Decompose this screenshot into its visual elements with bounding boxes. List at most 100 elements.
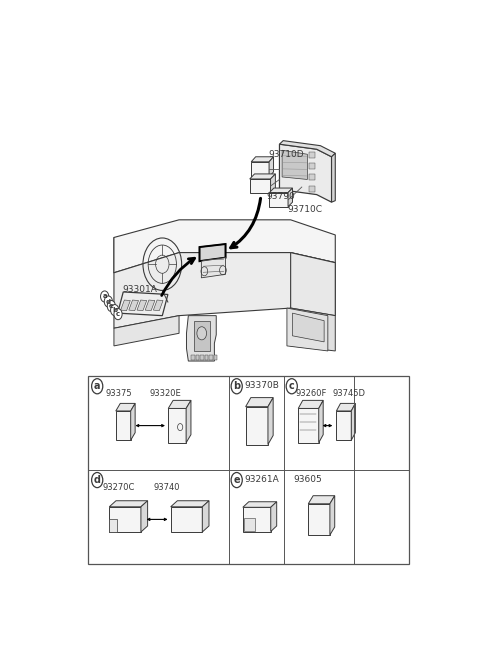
Polygon shape (251, 162, 269, 177)
Text: a: a (94, 381, 100, 391)
Bar (192, 356, 195, 360)
Polygon shape (116, 403, 135, 411)
Polygon shape (282, 150, 307, 179)
Polygon shape (129, 300, 139, 310)
Polygon shape (141, 500, 148, 532)
Text: 93260F: 93260F (296, 389, 327, 398)
Text: 93270C: 93270C (103, 483, 135, 492)
Polygon shape (351, 403, 355, 440)
Text: 93375: 93375 (106, 389, 132, 398)
Bar (309, 163, 315, 170)
Text: 93320E: 93320E (149, 389, 181, 398)
Polygon shape (298, 409, 319, 443)
Text: 93370B: 93370B (244, 381, 279, 390)
Polygon shape (114, 253, 335, 328)
Polygon shape (308, 504, 330, 535)
Bar (214, 356, 217, 360)
Circle shape (197, 327, 206, 340)
Polygon shape (269, 188, 292, 193)
Bar (194, 321, 210, 351)
Polygon shape (287, 308, 328, 351)
Text: 93710C: 93710C (288, 204, 323, 214)
Text: 93790: 93790 (266, 192, 295, 201)
Text: c: c (289, 381, 295, 391)
Polygon shape (171, 500, 209, 507)
Text: 93710D: 93710D (268, 150, 304, 159)
Text: 93740: 93740 (153, 483, 180, 492)
Polygon shape (246, 398, 273, 407)
Text: d: d (106, 299, 111, 305)
Polygon shape (137, 300, 147, 310)
Polygon shape (292, 313, 324, 342)
Circle shape (92, 379, 103, 394)
Polygon shape (186, 316, 216, 361)
Polygon shape (171, 507, 202, 532)
Polygon shape (269, 157, 274, 177)
Text: 93301A: 93301A (122, 286, 157, 295)
Bar (309, 152, 315, 159)
Text: e: e (109, 303, 114, 309)
Polygon shape (243, 502, 276, 507)
Polygon shape (288, 188, 292, 207)
Polygon shape (332, 153, 335, 202)
Circle shape (286, 379, 297, 394)
Polygon shape (250, 179, 271, 193)
Text: e: e (233, 475, 240, 485)
Polygon shape (308, 496, 335, 504)
Text: 93745D: 93745D (333, 389, 366, 398)
Polygon shape (202, 500, 209, 532)
Polygon shape (279, 144, 332, 202)
Circle shape (107, 301, 115, 312)
Polygon shape (114, 238, 179, 316)
Polygon shape (251, 157, 274, 162)
Text: b: b (112, 307, 117, 313)
Circle shape (114, 309, 122, 320)
Polygon shape (109, 500, 148, 507)
Bar (196, 356, 199, 360)
Circle shape (231, 379, 242, 394)
Text: c: c (116, 311, 120, 317)
Polygon shape (114, 220, 335, 272)
Polygon shape (298, 400, 323, 409)
Circle shape (110, 305, 119, 316)
Polygon shape (271, 174, 276, 193)
Polygon shape (246, 407, 268, 445)
Circle shape (104, 296, 112, 307)
Text: d: d (94, 475, 101, 485)
Text: 93261A: 93261A (244, 475, 279, 483)
Polygon shape (243, 507, 271, 531)
Bar (244, 518, 255, 531)
Circle shape (92, 472, 103, 487)
Polygon shape (145, 300, 155, 310)
Polygon shape (186, 400, 191, 443)
Polygon shape (268, 398, 273, 445)
Polygon shape (271, 502, 276, 531)
Polygon shape (330, 496, 335, 535)
Text: a: a (102, 293, 107, 299)
Polygon shape (279, 141, 335, 157)
Circle shape (231, 472, 242, 487)
Circle shape (100, 291, 109, 302)
Bar (309, 174, 315, 181)
Polygon shape (154, 300, 163, 310)
Bar (109, 519, 117, 532)
Text: b: b (233, 381, 240, 391)
Bar (200, 356, 204, 360)
Polygon shape (319, 400, 323, 443)
Polygon shape (168, 409, 186, 443)
Bar (309, 185, 315, 191)
Polygon shape (336, 403, 355, 411)
Polygon shape (116, 411, 131, 440)
Polygon shape (114, 316, 179, 346)
Polygon shape (250, 174, 276, 179)
Polygon shape (118, 292, 168, 316)
Bar (209, 356, 213, 360)
Polygon shape (269, 193, 288, 207)
Polygon shape (290, 253, 335, 316)
Polygon shape (290, 308, 335, 351)
Polygon shape (120, 300, 130, 310)
Polygon shape (168, 400, 191, 409)
Polygon shape (131, 403, 135, 440)
Bar (88, 376, 409, 564)
Polygon shape (336, 411, 351, 440)
